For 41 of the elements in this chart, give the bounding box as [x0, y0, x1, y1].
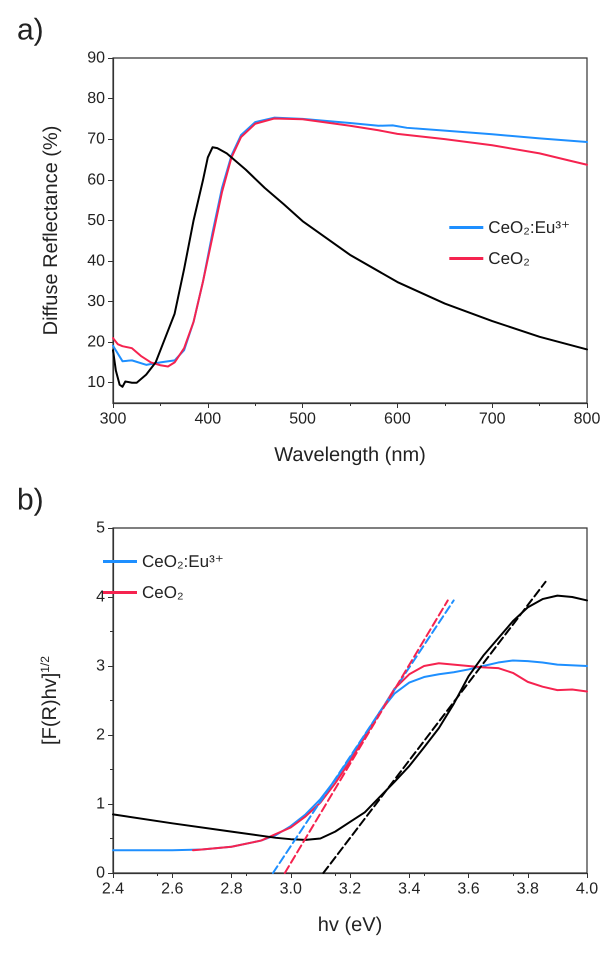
y-tick-label: 70: [87, 130, 106, 148]
line-series: [112, 146, 588, 388]
chart-title: a): [17, 14, 44, 46]
chart-title: b): [17, 484, 44, 516]
x-tick-label: 2.6: [161, 880, 184, 898]
x-tick-label: 3.0: [280, 880, 302, 898]
x-tick-label: 3.6: [457, 880, 480, 898]
y-tick-label: 40: [87, 252, 106, 270]
x-tick-label: 3.2: [338, 880, 362, 898]
y-tick-label: 1: [96, 796, 106, 812]
x-tick-label: 3.4: [398, 880, 420, 898]
x-tick-label: 600: [384, 410, 411, 428]
y-tick-label: 80: [87, 90, 106, 108]
legend-label: CeO₂:Eu³⁺: [142, 552, 224, 571]
y-tick-label: 5: [96, 520, 106, 536]
y-tick-label: 10: [87, 374, 106, 392]
y-axis-title: Diffuse Reflectance (%): [40, 126, 62, 336]
legend-label: CeO₂:Eu³⁺: [488, 218, 570, 237]
y-tick-label: 90: [87, 50, 106, 66]
x-tick-label: 500: [289, 410, 316, 428]
x-tick-label: 800: [574, 410, 600, 428]
y-tick-label: 0: [96, 864, 106, 882]
y-tick-label: 20: [87, 334, 106, 351]
x-tick-label: 300: [100, 410, 126, 428]
x-axis-title: Wavelength (nm): [274, 444, 426, 466]
x-tick-label: 2.4: [102, 880, 124, 898]
x-axis-title: hv (eV): [318, 914, 382, 936]
y-axis-title: [F(R)hv]1/2: [38, 656, 61, 745]
x-tick-label: 400: [194, 410, 222, 428]
y-tick-label: 60: [87, 171, 106, 188]
x-tick-label: 2.8: [220, 880, 243, 898]
y-tick-label: 4: [96, 588, 106, 606]
x-tick-label: 4.0: [576, 880, 598, 898]
x-tick-label: 3.8: [516, 880, 539, 898]
y-tick-label: 50: [87, 212, 106, 229]
x-tick-label: 700: [478, 410, 506, 428]
y-tick-label: 3: [96, 658, 106, 674]
legend-label: CeO₂: [488, 249, 530, 268]
legend-label: CeO₂: [142, 583, 184, 602]
y-tick-label: 2: [96, 726, 106, 744]
y-tick-label: 30: [87, 293, 106, 310]
